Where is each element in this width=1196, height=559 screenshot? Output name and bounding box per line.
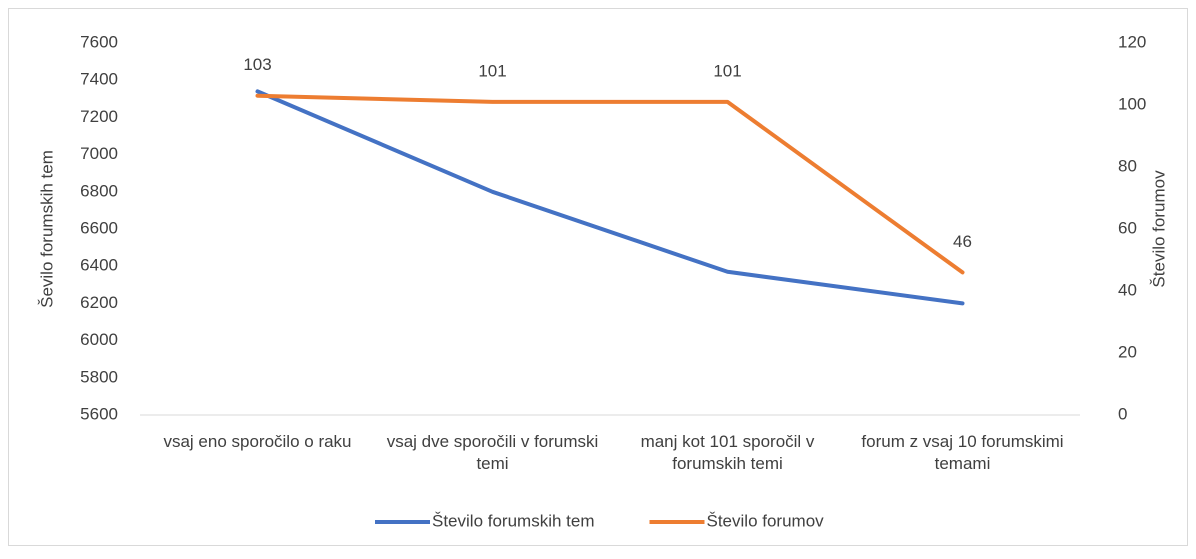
y2-tick-label: 120 xyxy=(1118,32,1146,51)
y-tick-label: 7600 xyxy=(80,32,118,51)
x-tick-label: vsaj eno sporočilo o raku xyxy=(163,432,351,451)
chart-frame xyxy=(8,8,1188,546)
y2-tick-label: 40 xyxy=(1118,280,1137,299)
data-label: 101 xyxy=(478,61,506,80)
data-label: 103 xyxy=(243,55,271,74)
y-axis-label: Ševilo forumskih tem xyxy=(37,150,56,308)
y-tick-label: 6200 xyxy=(80,293,118,312)
data-label: 46 xyxy=(953,232,972,251)
y-tick-label: 6800 xyxy=(80,181,118,200)
y2-tick-label: 0 xyxy=(1118,404,1127,423)
y2-tick-label: 60 xyxy=(1118,218,1137,237)
y-tick-label: 6000 xyxy=(80,330,118,349)
legend-label: Število forumskih tem xyxy=(432,511,595,530)
legend-label: Število forumov xyxy=(707,511,825,530)
y-tick-label: 5800 xyxy=(80,367,118,386)
series-line xyxy=(255,89,965,306)
y2-axis-label: Število forumov xyxy=(1149,170,1168,288)
series-line xyxy=(255,93,965,275)
y2-tick-label: 20 xyxy=(1118,342,1137,361)
x-tick-label: vsaj dve sporočili v forumski temi xyxy=(387,432,599,473)
y2-tick-label: 100 xyxy=(1118,94,1146,113)
y-tick-label: 7000 xyxy=(80,144,118,163)
x-tick-label: manj kot 101 sporočil v forumskih temi xyxy=(641,432,815,473)
y-tick-label: 7200 xyxy=(80,107,118,126)
y-tick-label: 6600 xyxy=(80,218,118,237)
y2-tick-label: 80 xyxy=(1118,156,1137,175)
data-label: 101 xyxy=(713,61,741,80)
y-tick-label: 6400 xyxy=(80,256,118,275)
y-tick-label: 7400 xyxy=(80,70,118,89)
x-tick-label: forum z vsaj 10 forumskimi temami xyxy=(861,432,1063,473)
y-tick-label: 5600 xyxy=(80,404,118,423)
